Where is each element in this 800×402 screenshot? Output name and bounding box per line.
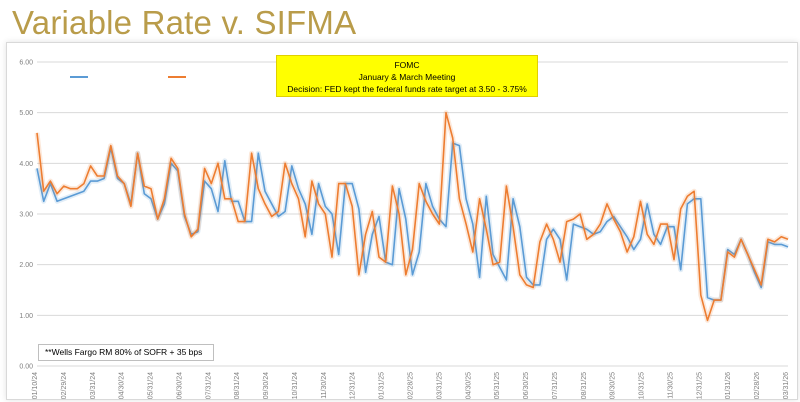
x-tick-label: 03/31/24	[90, 372, 97, 399]
x-tick-label: 01/31/25	[379, 372, 386, 399]
x-tick-label: 02/29/24	[61, 372, 68, 399]
x-tick-label: 05/31/25	[494, 372, 501, 399]
series-a-line	[36, 142, 789, 301]
gridlines	[37, 61, 788, 367]
y-tick-label: 5.00	[19, 110, 33, 117]
x-tick-label: 03/31/25	[436, 372, 443, 399]
x-tick-label: 01/10/24	[32, 372, 39, 399]
x-tick-label: 05/31/24	[148, 372, 155, 399]
y-tick-label: 1.00	[19, 313, 33, 320]
y-axis-tick-labels: 0.00 1.00 2.00 3.00 4.00 5.00 6.00	[19, 60, 33, 371]
annotation-line-2: January & March Meeting	[358, 72, 456, 82]
x-tick-label: 08/31/24	[234, 372, 241, 399]
fomc-annotation-box: FOMC January & March Meeting Decision: F…	[276, 55, 538, 97]
y-tick-label: 6.00	[19, 60, 33, 67]
x-tick-label: 10/31/24	[292, 372, 299, 399]
x-tick-label: 09/30/25	[610, 372, 617, 399]
series-b-line	[36, 111, 789, 322]
x-tick-label: 11/30/25	[667, 372, 674, 399]
series-b-glow	[34, 110, 789, 323]
x-tick-label: 02/28/25	[408, 372, 415, 399]
x-tick-label: 11/30/24	[321, 372, 328, 399]
x-tick-label: 12/31/24	[350, 372, 357, 399]
x-tick-label: 04/30/24	[119, 372, 126, 399]
x-tick-label: 01/31/26	[725, 372, 732, 399]
chart-panel	[6, 42, 798, 400]
x-tick-label: 06/30/24	[176, 372, 183, 399]
x-tick-label: 10/31/25	[639, 372, 646, 399]
y-tick-label: 3.00	[19, 212, 33, 219]
y-tick-label: 4.00	[19, 161, 33, 168]
x-tick-label: 07/31/24	[205, 372, 212, 399]
x-tick-label: 12/31/25	[696, 372, 703, 399]
legend-swatch-series-a	[70, 76, 88, 78]
series-a-glow	[34, 140, 789, 303]
slide-title: Variable Rate v. SIFMA	[12, 4, 357, 41]
legend-swatch-series-b	[168, 76, 186, 78]
x-tick-label: 07/31/25	[552, 372, 559, 399]
x-tick-label: 09/30/24	[263, 372, 270, 399]
footnote-box: **Wells Fargo RM 80% of SOFR + 35 bps	[38, 344, 214, 361]
x-axis-tick-labels: 01/10/24 02/29/24 03/31/24 04/30/24 05/31/24…	[32, 372, 790, 399]
x-tick-label: 02/28/26	[754, 372, 761, 399]
y-tick-label: 2.00	[19, 262, 33, 269]
x-tick-label: 06/30/25	[523, 372, 530, 399]
annotation-line-1: FOMC	[394, 60, 420, 70]
x-tick-label: 08/31/25	[581, 372, 588, 399]
x-tick-label: 03/31/26	[783, 372, 790, 399]
annotation-line-3: Decision: FED kept the federal funds rat…	[287, 84, 527, 94]
series-lines	[34, 110, 789, 323]
y-tick-label: 0.00	[19, 364, 33, 371]
x-tick-label: 04/30/25	[465, 372, 472, 399]
